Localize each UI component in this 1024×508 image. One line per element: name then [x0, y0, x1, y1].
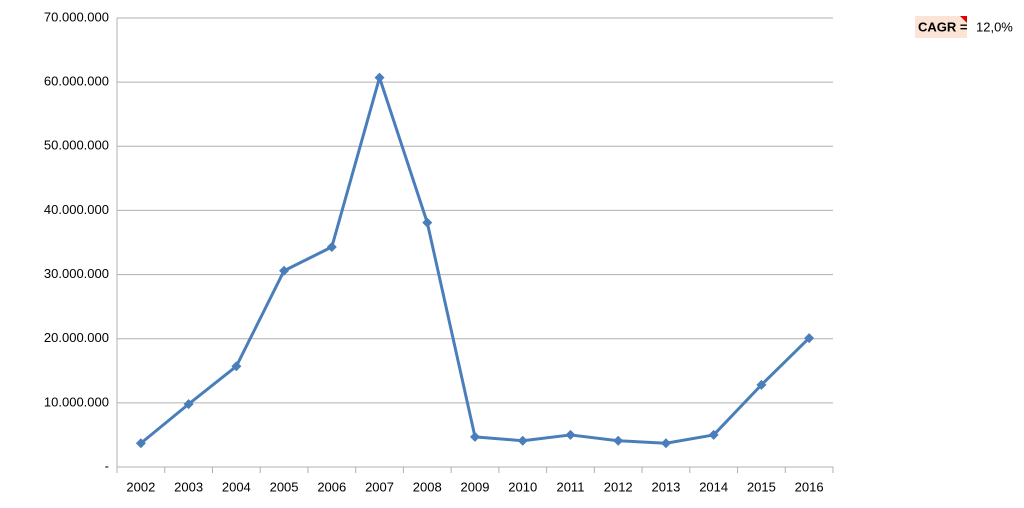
data-point [756, 379, 767, 390]
x-tick-label: 2015 [747, 479, 776, 494]
series-line [139, 76, 811, 445]
data-point [470, 431, 480, 442]
y-tick-label: 20.000.000 [44, 330, 109, 345]
y-tick-label: 30.000.000 [44, 266, 109, 281]
cagr-label-box [915, 16, 967, 38]
y-tick-label: 40.000.000 [44, 202, 109, 217]
x-tick-label: 2002 [126, 479, 155, 494]
x-tick-label: 2010 [508, 479, 537, 494]
cagr-label: CAGR = [918, 19, 968, 34]
y-tick-label: 50.000.000 [44, 138, 109, 153]
data-point [135, 438, 146, 449]
x-tick-label: 2012 [604, 479, 633, 494]
x-tick-label: 2013 [651, 479, 680, 494]
data-point [565, 429, 576, 440]
y-tick-label: - [105, 458, 109, 473]
y-tick-label: 10.000.000 [44, 394, 109, 409]
cagr-value: 12,0% [976, 19, 1013, 34]
data-point [279, 265, 290, 276]
y-tick-label: 60.000.000 [44, 74, 109, 89]
x-tick-label: 2008 [413, 479, 442, 494]
y-tick-label: 70.000.000 [44, 9, 109, 24]
data-point [374, 72, 385, 83]
data-point [804, 333, 815, 344]
x-tick-label: 2006 [317, 479, 346, 494]
comment-indicator [960, 16, 967, 23]
x-tick-label: 2004 [222, 479, 251, 494]
x-tick-label: 2011 [556, 479, 584, 494]
data-point [660, 438, 671, 449]
x-tick-label: 2003 [174, 479, 203, 494]
data-point [517, 435, 528, 446]
data-point [231, 361, 242, 372]
x-tick-label: 2009 [461, 479, 490, 494]
data-point [422, 217, 433, 228]
x-tick-label: 2016 [795, 479, 824, 494]
data-point [613, 435, 624, 446]
x-tick-label: 2007 [365, 479, 394, 494]
x-tick-label: 2014 [699, 479, 728, 494]
data-point [326, 241, 337, 252]
data-point [183, 399, 194, 410]
data-point [708, 429, 719, 440]
x-tick-label: 2005 [270, 479, 299, 494]
